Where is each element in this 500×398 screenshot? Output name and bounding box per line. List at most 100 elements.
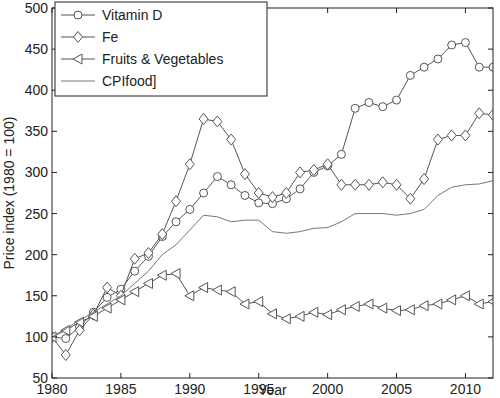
point (144, 248, 153, 259)
point (378, 303, 387, 313)
x-tick (120, 373, 121, 378)
x-tick (189, 373, 190, 378)
x-tick-label: 2010 (450, 381, 481, 397)
y-tick (52, 295, 57, 296)
x-tick (327, 373, 328, 378)
point (62, 335, 70, 343)
y-tick-label: 250 (25, 206, 49, 222)
point (475, 63, 483, 71)
point (420, 63, 428, 71)
series-line (52, 113, 493, 355)
plot-frame (52, 8, 493, 378)
legend-label: Fe (102, 29, 119, 45)
legend-marker (74, 32, 83, 43)
x-tick-label: 1985 (105, 381, 136, 397)
legend-marker (74, 11, 82, 19)
point (337, 150, 345, 158)
series-line (52, 181, 493, 337)
point (61, 349, 70, 360)
y-tick (488, 254, 493, 255)
point (241, 191, 249, 199)
y-tick (52, 213, 57, 214)
legend-marker (73, 54, 82, 64)
point (172, 196, 181, 207)
point (447, 130, 456, 141)
point (309, 307, 318, 317)
point (52, 333, 56, 341)
point (460, 291, 469, 301)
point (323, 310, 332, 320)
point (240, 299, 249, 309)
y-tick-label: 100 (25, 329, 49, 345)
point (379, 103, 387, 111)
point (488, 297, 493, 307)
point (103, 293, 111, 301)
y-axis-label: Price index (1980 = 100) (1, 117, 17, 270)
legend-label: Fruits & Vegetables (102, 51, 223, 67)
point (103, 282, 112, 293)
point (199, 114, 208, 125)
x-tick (465, 373, 466, 378)
point (336, 305, 345, 315)
series-line (52, 274, 493, 337)
y-tick (52, 131, 57, 132)
x-tick (52, 8, 53, 13)
y-tick (488, 336, 493, 337)
y-tick (488, 172, 493, 173)
point (364, 299, 373, 309)
x-tick-label: 1980 (36, 381, 67, 397)
point (419, 301, 428, 311)
x-tick (465, 8, 466, 13)
point (475, 108, 484, 119)
point (157, 270, 166, 280)
y-tick (488, 213, 493, 214)
point (213, 116, 222, 127)
point (474, 299, 483, 309)
x-tick (396, 8, 397, 13)
point (268, 309, 277, 319)
point (350, 301, 359, 311)
point (405, 305, 414, 315)
point (365, 99, 373, 107)
point (130, 253, 139, 264)
series-line (52, 43, 493, 339)
point (461, 130, 470, 141)
point (171, 269, 180, 279)
y-tick-label: 300 (25, 164, 49, 180)
point (281, 314, 290, 324)
point (143, 278, 152, 288)
x-tick-label: 1990 (174, 381, 205, 397)
point (227, 134, 236, 145)
legend: Vitamin DFeFruits & VegetablesCPIfood] (55, 2, 267, 96)
point (447, 295, 456, 305)
point (52, 332, 56, 342)
point (392, 179, 401, 190)
y-tick-label: 500 (25, 0, 49, 16)
point (448, 41, 456, 49)
point (461, 39, 469, 47)
point (392, 306, 401, 316)
point (254, 297, 263, 307)
background (0, 0, 500, 398)
point (227, 181, 235, 189)
legend-line (61, 81, 95, 82)
point (406, 71, 414, 79)
point (434, 55, 442, 63)
point (185, 291, 194, 301)
point (378, 177, 387, 188)
x-axis-label: Year (258, 382, 287, 398)
y-tick (52, 378, 57, 379)
point (254, 188, 263, 199)
point (255, 199, 263, 207)
point (433, 134, 442, 145)
y-tick (488, 49, 493, 50)
x-tick-label: 2000 (312, 381, 343, 397)
point (199, 283, 208, 293)
point (309, 164, 318, 175)
y-tick-label: 400 (25, 82, 49, 98)
y-tick (52, 336, 57, 337)
point (268, 192, 277, 203)
point (200, 189, 208, 197)
x-tick-label: 2005 (381, 381, 412, 397)
point (240, 169, 249, 180)
